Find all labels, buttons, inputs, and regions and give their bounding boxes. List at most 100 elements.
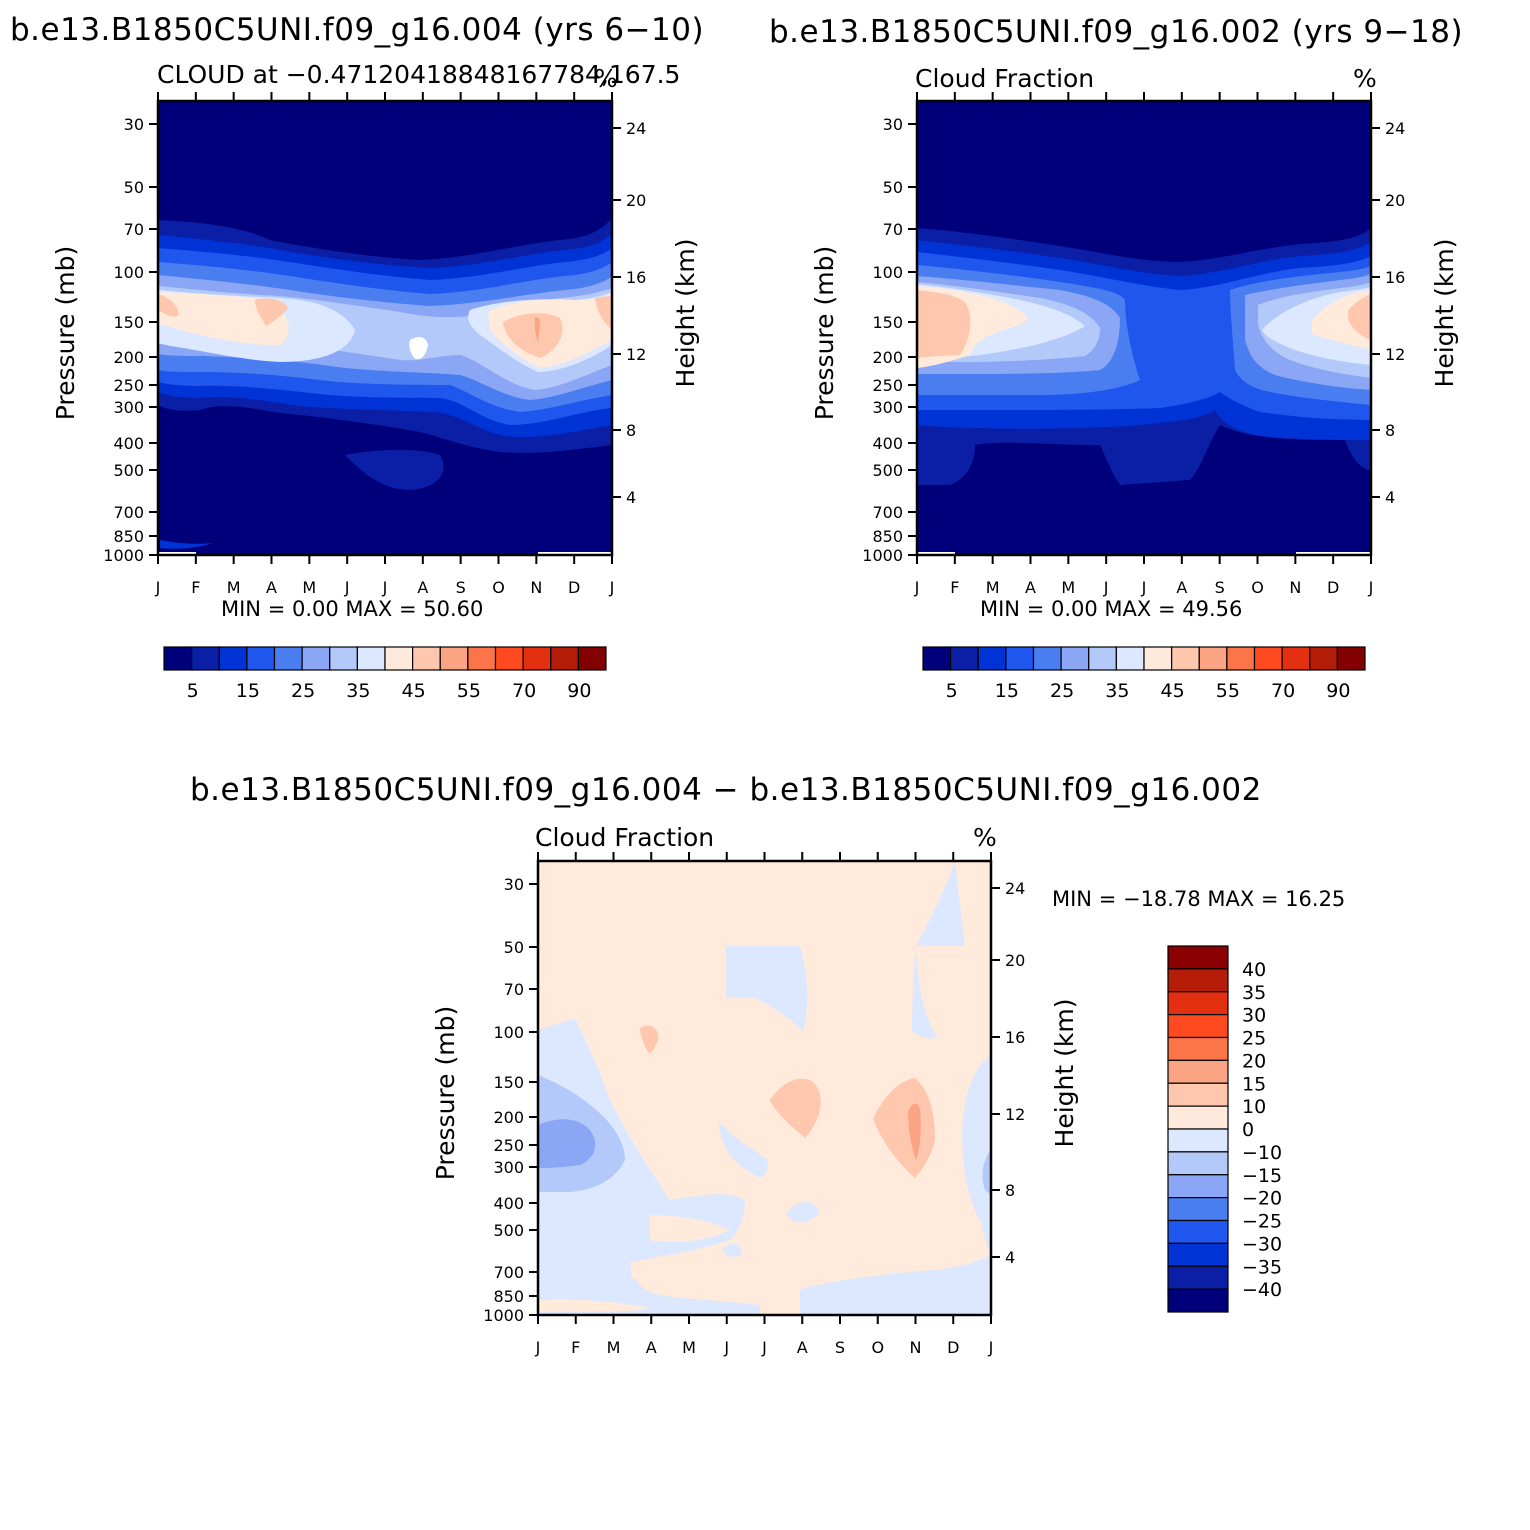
panel2-contours [917, 101, 1371, 555]
p3-ytick-label: 100 [493, 1023, 524, 1042]
colorbar3-label: 20 [1242, 1050, 1266, 1072]
colorbar-swatch [273, 646, 303, 671]
colorbar3-swatch [1167, 1265, 1229, 1290]
p3-y2tick-label: 24 [1005, 879, 1025, 898]
p3-xtick-label: M [607, 1338, 621, 1357]
p3-xtick-label: J [723, 1338, 729, 1357]
p3-xtick-label: A [646, 1338, 657, 1357]
colorbar-label: 55 [457, 680, 481, 702]
p2-xtick-label: M [986, 578, 1000, 597]
colorbar3-label: 40 [1242, 959, 1266, 981]
p1-xtick-label: F [191, 578, 200, 597]
p3-ytick-label: 30 [504, 875, 524, 894]
colorbar-label: 35 [346, 680, 370, 702]
p2-ytick-label: 400 [872, 434, 903, 453]
colorbar3-swatch [1167, 1082, 1229, 1107]
p1-axes: J F M A M J J A S O N D J 30 50 70 100 150 200 250 300 400 500… [51, 92, 700, 597]
p2-axes: J F M A M J J A S O N D J 30 50 70 100 150 200 250 300 400 500… [810, 92, 1459, 597]
p1-ytick-label: 200 [113, 348, 144, 367]
panel3-contours [538, 861, 991, 1315]
colorbar3-label: −35 [1242, 1256, 1282, 1278]
colorbar3-label: −25 [1242, 1211, 1282, 1233]
p2-xtick-label: F [950, 578, 959, 597]
p1-ytick-label: 1000 [103, 546, 144, 565]
colorbar3-label: −30 [1242, 1233, 1282, 1255]
p3-xtick-label: J [535, 1338, 541, 1357]
p1-xtick-label: M [227, 578, 241, 597]
p2-ytick-label: 1000 [862, 546, 903, 565]
colorbar-swatch [1088, 646, 1117, 671]
p3-y2tick-label: 8 [1005, 1181, 1015, 1200]
colorbar3-label: −40 [1242, 1279, 1282, 1301]
colorbar-label: 15 [236, 680, 260, 702]
colorbar3-swatch [1167, 1105, 1229, 1130]
colorbar3-label: 30 [1242, 1005, 1266, 1027]
colorbar-swatch [1309, 646, 1338, 671]
colorbar3-swatch [1167, 1014, 1229, 1039]
panel1-colorbar: 5 15 25 35 45 55 70 90 [163, 646, 607, 702]
p2-ytick-label: 500 [872, 461, 903, 480]
colorbar-swatch [439, 646, 469, 671]
p3-y2tick-label: 16 [1005, 1028, 1025, 1047]
p3-ytick-label: 50 [504, 938, 524, 957]
p2-ytick-label: 50 [883, 178, 903, 197]
p3-ytick-label: 70 [504, 980, 524, 999]
p3-y2tick-label: 20 [1005, 951, 1025, 970]
p1-y2tick-label: 4 [626, 488, 636, 507]
colorbar-swatch [494, 646, 524, 671]
panel3-units: % [973, 823, 997, 852]
p2-ytick-label: 30 [883, 115, 903, 134]
colorbar3-swatch [1167, 1219, 1229, 1244]
colorbar-swatch [1226, 646, 1256, 671]
p3-xtick-label: F [571, 1338, 580, 1357]
colorbar-swatch [922, 646, 952, 671]
p1-ytick-label: 30 [124, 115, 144, 134]
colorbar-swatch [191, 646, 220, 671]
colorbar-swatch [550, 646, 579, 671]
colorbar-swatch [1060, 646, 1090, 671]
p1-ylabel-right: Height (km) [671, 239, 700, 388]
colorbar-swatch [1171, 646, 1200, 671]
p3-xtick-label: N [910, 1338, 922, 1357]
p2-ytick-label: 850 [872, 527, 903, 546]
colorbar3-swatch [1167, 1128, 1229, 1153]
p1-xtick-label: O [492, 578, 505, 597]
colorbar3-label: −15 [1242, 1165, 1282, 1187]
colorbar-label: 90 [1326, 680, 1350, 702]
p3-xtick-label: M [682, 1338, 696, 1357]
p2-xtick-label: O [1251, 578, 1264, 597]
colorbar-swatch [1281, 646, 1311, 671]
p2-y2tick-label: 20 [1385, 191, 1405, 210]
colorbar-swatch [1143, 646, 1173, 671]
p1-xtick-label: S [456, 578, 466, 597]
p1-ytick-label: 100 [113, 263, 144, 282]
colorbar3-swatch [1167, 968, 1229, 993]
colorbar-swatch [412, 646, 441, 671]
p3-y2tick-label: 4 [1005, 1248, 1015, 1267]
panel2-subtitle: Cloud Fraction [915, 64, 1095, 93]
p3-xtick-label: J [761, 1338, 767, 1357]
colorbar-swatch [467, 646, 497, 671]
panel1-units: % [594, 64, 618, 93]
p3-ytick-label: 1000 [483, 1306, 524, 1325]
colorbar3-swatch [1167, 1036, 1229, 1061]
p2-xtick-label: J [1141, 578, 1147, 597]
p1-xtick-label: M [302, 578, 316, 597]
colorbar3-swatch [1167, 1151, 1229, 1176]
colorbar-swatch [163, 646, 193, 671]
colorbar-swatch [329, 646, 358, 671]
p2-ytick-label: 200 [872, 348, 903, 367]
panel2-title: b.e13.B1850C5UNI.f09_g16.002 (yrs 9−18) [769, 14, 1464, 50]
colorbar-swatch [246, 646, 276, 671]
p2-xtick-label: J [1103, 578, 1109, 597]
p1-xtick-label: J [609, 578, 615, 597]
p1-ytick-label: 850 [113, 527, 144, 546]
p2-y2tick-label: 24 [1385, 119, 1405, 138]
colorbar-swatch [1198, 646, 1228, 671]
p2-xtick-label: J [1368, 578, 1374, 597]
colorbar-swatch [1336, 646, 1366, 671]
p3-xtick-label: S [835, 1338, 845, 1357]
p3-xtick-label: A [797, 1338, 808, 1357]
panel2-units: % [1353, 64, 1377, 93]
